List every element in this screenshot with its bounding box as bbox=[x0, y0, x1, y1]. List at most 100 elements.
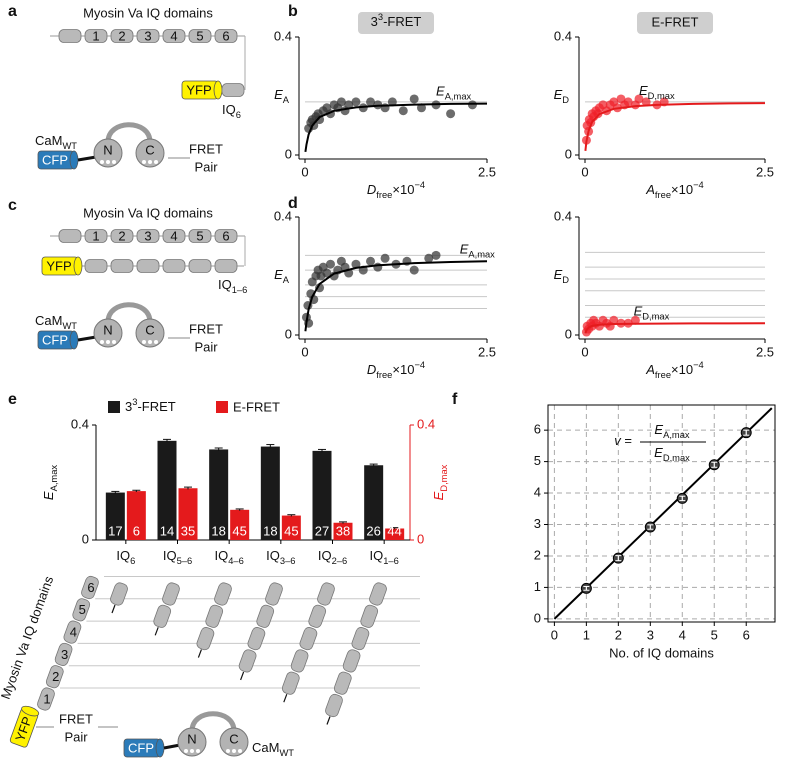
data-point bbox=[409, 94, 419, 104]
iq-domain bbox=[290, 649, 309, 673]
text-part: 3 bbox=[132, 397, 137, 407]
text-part: E bbox=[41, 491, 56, 500]
text-part: D bbox=[562, 95, 569, 105]
iq-domain bbox=[110, 259, 134, 273]
data-point bbox=[315, 115, 325, 125]
text-part: -FRET bbox=[137, 399, 175, 414]
bar bbox=[312, 450, 332, 540]
data-point bbox=[351, 259, 361, 269]
iq-domain bbox=[342, 649, 361, 673]
chain-end bbox=[111, 604, 116, 614]
iq-domain bbox=[205, 604, 224, 628]
pair-label: Pair bbox=[194, 159, 218, 174]
fit-line bbox=[304, 102, 488, 153]
text-part: free bbox=[655, 370, 671, 380]
iq-domain bbox=[214, 229, 238, 243]
pair-label: FRET bbox=[189, 141, 223, 156]
panel-label: f bbox=[452, 391, 458, 408]
chain-end bbox=[197, 649, 202, 658]
x-axis-label: Afree×10−4 bbox=[645, 180, 704, 200]
text-part: E bbox=[274, 87, 283, 102]
chain-end bbox=[326, 716, 331, 725]
annotation: EA,max bbox=[436, 84, 471, 102]
panel-label: a bbox=[8, 3, 17, 20]
x-axis-label: Afree×10−4 bbox=[645, 360, 704, 380]
ca-site bbox=[106, 160, 110, 164]
chart-title: E-FRET bbox=[652, 14, 699, 29]
formula-numerator: EA,max bbox=[654, 422, 689, 440]
n-label: 17 bbox=[108, 523, 122, 538]
y-tick-label: 0 bbox=[565, 146, 572, 161]
y-tick-label: 0 bbox=[285, 326, 292, 341]
ca-site bbox=[100, 340, 104, 344]
iq-domain bbox=[214, 29, 238, 43]
fluorophore-label: YFP bbox=[186, 82, 211, 97]
cam-lobe bbox=[93, 138, 123, 168]
fluorophore-label: CFP bbox=[42, 332, 68, 347]
data-point bbox=[351, 97, 361, 107]
fit-line bbox=[584, 322, 766, 334]
construct-label: IQ6 bbox=[222, 102, 241, 120]
text-part: CaM bbox=[35, 133, 62, 148]
ca-site bbox=[148, 160, 152, 164]
data-point bbox=[467, 100, 477, 110]
text-part: 2–6 bbox=[332, 556, 348, 566]
cam-lobe bbox=[93, 318, 123, 348]
text-part: D,max bbox=[663, 453, 690, 463]
n-label: 14 bbox=[160, 523, 174, 538]
iq-domain bbox=[214, 259, 238, 273]
iq-domain bbox=[238, 649, 257, 673]
domain-number: 5 bbox=[79, 602, 86, 617]
data-point bbox=[373, 262, 383, 272]
x-axis-label: Dfree×10−4 bbox=[367, 360, 425, 380]
y-tick-label: 0 bbox=[285, 146, 292, 161]
annotation: EA,max bbox=[460, 242, 495, 260]
domain-number: 4 bbox=[70, 625, 77, 640]
fluorophore-end bbox=[21, 705, 40, 717]
pair-label: FRET bbox=[189, 321, 223, 336]
x-tick-label: IQ4–6 bbox=[215, 548, 244, 566]
text-part: −4 bbox=[693, 360, 704, 370]
text-part: WT bbox=[279, 748, 294, 758]
ca-site bbox=[154, 340, 158, 344]
text-part: IQ bbox=[218, 277, 232, 292]
y-tick-label: 0.4 bbox=[274, 28, 292, 43]
fluorophore-end bbox=[69, 330, 79, 350]
text-part: IQ bbox=[222, 102, 236, 117]
fluorophore-label: YFP bbox=[46, 258, 71, 273]
iq-domain bbox=[299, 627, 318, 651]
bar bbox=[230, 509, 250, 540]
y-axis-label: EA,max bbox=[41, 465, 59, 500]
y-tick-label: 0.4 bbox=[554, 208, 572, 223]
cam-lobe bbox=[219, 727, 249, 757]
iq-domain bbox=[84, 229, 108, 243]
domain-number: 1 bbox=[92, 228, 99, 243]
bar bbox=[178, 488, 198, 540]
bar bbox=[364, 465, 384, 540]
n-label: 35 bbox=[181, 523, 195, 538]
text-part: E bbox=[431, 491, 446, 500]
ca-site bbox=[154, 160, 158, 164]
x-tick-label: 0 bbox=[301, 164, 308, 179]
text-part: free bbox=[376, 370, 392, 380]
text-part: WT bbox=[62, 141, 77, 151]
fluorophore-label: CFP bbox=[42, 152, 68, 167]
iq-domain bbox=[281, 671, 300, 695]
text-part: IQ bbox=[163, 548, 177, 563]
text-part: IQ bbox=[116, 548, 130, 563]
cam-linker bbox=[105, 302, 153, 323]
x-tick-label: IQ5–6 bbox=[163, 548, 192, 566]
text-part: ×10 bbox=[392, 362, 414, 377]
iq-domain bbox=[136, 29, 160, 43]
y2-tick-label: 0.4 bbox=[417, 416, 435, 431]
data-point bbox=[630, 315, 640, 325]
iq-domain bbox=[136, 229, 160, 243]
text-part: 6 bbox=[236, 110, 241, 120]
text-part: A bbox=[645, 182, 655, 197]
ca-site bbox=[142, 160, 146, 164]
n-label: 18 bbox=[263, 523, 277, 538]
text-part: 3 bbox=[371, 14, 378, 29]
legend-swatch bbox=[108, 401, 120, 413]
cam-label: CaMWT bbox=[35, 313, 77, 331]
y-tick-label: 1 bbox=[534, 579, 541, 594]
